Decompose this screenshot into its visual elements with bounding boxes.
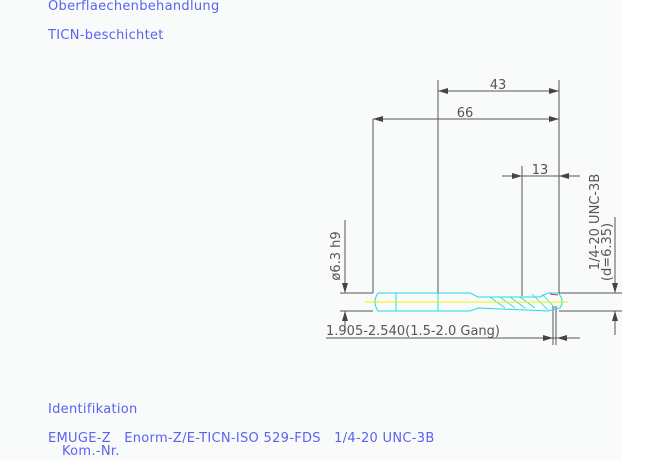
tool-body bbox=[365, 292, 568, 312]
dim-66: 66 bbox=[457, 106, 474, 121]
dim-shank-diameter: ø6.3 h9 bbox=[329, 231, 344, 280]
ident-value: EMUGE-Z Enorm-Z/E-TICN-ISO 529-FDS 1/4-2… bbox=[48, 431, 435, 446]
drawing-sheet bbox=[0, 0, 622, 460]
dim-43: 43 bbox=[490, 78, 507, 93]
thread-end-mark bbox=[549, 293, 559, 296]
kom-nr-label: Kom.-Nr. bbox=[62, 444, 120, 459]
dim-thread-d: (d=6.35) bbox=[600, 223, 615, 281]
dim-thread: 1/4-20 UNC-3B bbox=[588, 174, 603, 270]
surface-value: TICN-beschichtet bbox=[48, 28, 164, 43]
surface-heading: Oberflaechenbehandlung bbox=[48, 0, 220, 14]
ident-heading: Identifikation bbox=[48, 402, 138, 417]
dim-13: 13 bbox=[532, 163, 549, 178]
dimension-lines bbox=[326, 80, 622, 345]
dim-chamfer: 1.905-2.540(1.5-2.0 Gang) bbox=[326, 324, 500, 339]
